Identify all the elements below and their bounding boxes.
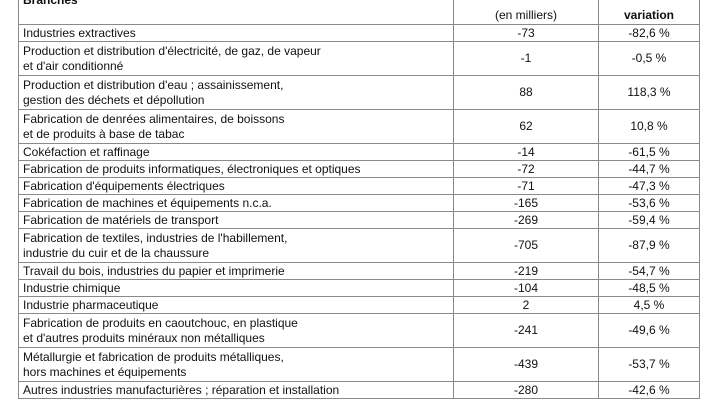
table-row: Industrie pharmaceutique 2 4,5 % (18, 296, 700, 314)
variation-cell: -48,5 % (598, 279, 700, 297)
change-cell: -165 (453, 194, 599, 212)
variation-cell: -49,6 % (598, 313, 700, 348)
branch-line: et d'autres produits minéraux non métall… (23, 330, 265, 345)
branch-line: Fabrication de textiles, industries de l… (23, 230, 288, 245)
variation-cell: -54,7 % (598, 262, 700, 280)
table-body: Industries extractives -73 -82,6 % Producti… (18, 24, 700, 399)
variation-cell: -87,9 % (598, 228, 700, 263)
table-row: Métallurgie et fabrication de produits m… (18, 347, 700, 382)
branch-cell: Fabrication de produits informatiques, é… (18, 160, 454, 178)
branch-line: Production et distribution d'électricité… (23, 43, 321, 58)
change-cell: 88 (453, 75, 599, 110)
table-row: Production et distribution d'eau ; assai… (18, 75, 700, 110)
variation-cell: -82,6 % (598, 24, 700, 42)
variation-cell: -42,6 % (598, 381, 700, 399)
variation-cell: -61,5 % (598, 143, 700, 161)
branch-cell: Fabrication de matériels de transport (18, 211, 454, 229)
change-cell: -1 (453, 41, 599, 76)
variation-cell: 118,3 % (598, 75, 700, 110)
variation-cell: 10,8 % (598, 109, 700, 144)
table-row: Fabrication de produits en caoutchouc, e… (18, 313, 700, 348)
change-cell: -280 (453, 381, 599, 399)
branch-cell: Travail du bois, industries du papier et… (18, 262, 454, 280)
branch-cell: Fabrication de textiles, industries de l… (18, 228, 454, 263)
table-row: Fabrication de denrées alimentaires, de … (18, 109, 700, 144)
branch-line: hors machines et équipements (23, 364, 187, 379)
change-cell: -219 (453, 262, 599, 280)
branch-cell: Autres industries manufacturières ; répa… (18, 381, 454, 399)
branch-cell: Fabrication de produits en caoutchouc, e… (18, 313, 454, 348)
branch-line: Industrie chimique (23, 280, 121, 295)
branch-cell: Production et distribution d'électricité… (18, 41, 454, 76)
table-row: Fabrication de produits informatiques, é… (18, 160, 700, 178)
table-row: Autres industries manufacturières ; répa… (18, 381, 700, 399)
branch-line: Fabrication de machines et équipements n… (23, 195, 272, 210)
branch-line: et de produits à base de tabac (23, 126, 185, 141)
branch-line: Fabrication de produits informatiques, é… (23, 161, 361, 176)
table-row: Fabrication de textiles, industries de l… (18, 228, 700, 263)
change-cell: -439 (453, 347, 599, 382)
variation-cell: 4,5 % (598, 296, 700, 314)
table-row: Industries extractives -73 -82,6 % (18, 24, 700, 42)
change-cell: -104 (453, 279, 599, 297)
change-cell: -73 (453, 24, 599, 42)
variation-cell: -44,7 % (598, 160, 700, 178)
branch-line: Autres industries manufacturières ; répa… (23, 382, 340, 397)
variation-cell: -53,7 % (598, 347, 700, 382)
branch-cell: Fabrication de machines et équipements n… (18, 194, 454, 212)
branch-cell: Fabrication de denrées alimentaires, de … (18, 109, 454, 144)
table-row: Fabrication de machines et équipements n… (18, 194, 700, 212)
branch-line: et d'air conditionné (23, 58, 124, 73)
branch-cell: Métallurgie et fabrication de produits m… (18, 347, 454, 382)
header-cell: variation (598, 0, 700, 25)
branch-line: Industrie pharmaceutique (23, 297, 159, 312)
branch-line: Métallurgie et fabrication de produits m… (23, 349, 284, 364)
change-cell: 62 (453, 109, 599, 144)
branch-cell: Industries extractives (18, 24, 454, 42)
table-row: Industrie chimique -104 -48,5 % (18, 279, 700, 297)
change-cell: -241 (453, 313, 599, 348)
branch-line: industrie du cuir et de la chaussure (23, 245, 210, 260)
branch-line: gestion des déchets et dépollution (23, 92, 205, 107)
variation-cell: -0,5 % (598, 41, 700, 76)
header-cell: (en milliers) (453, 0, 599, 25)
variation-cell: -47,3 % (598, 177, 700, 195)
branch-line: Fabrication d'équipements électriques (23, 178, 225, 193)
header-row: Branches (en milliers) variation (18, 0, 700, 25)
change-cell: 2 (453, 296, 599, 314)
change-cell: -269 (453, 211, 599, 229)
variation-cell: -53,6 % (598, 194, 700, 212)
branch-line: Industries extractives (23, 25, 136, 40)
table-row: Fabrication d'équipements électriques -71… (18, 177, 700, 195)
branch-line: Production et distribution d'eau ; assai… (23, 77, 284, 92)
branch-cell: Cokéfaction et raffinage (18, 143, 454, 161)
branch-line: Fabrication de matériels de transport (23, 212, 219, 227)
branch-line: Fabrication de denrées alimentaires, de … (23, 111, 285, 126)
change-cell: -72 (453, 160, 599, 178)
variation-cell: -59,4 % (598, 211, 700, 229)
branch-line: Fabrication de produits en caoutchouc, e… (23, 315, 298, 330)
branch-line: Travail du bois, industries du papier et… (23, 263, 285, 278)
branch-cell: Production et distribution d'eau ; assai… (18, 75, 454, 110)
table-row: Fabrication de matériels de transport -26… (18, 211, 700, 229)
branch-cell: Industrie chimique (18, 279, 454, 297)
table-row: Travail du bois, industries du papier et… (18, 262, 700, 280)
data-table: Branches (en milliers) variation Industr… (18, 0, 700, 399)
header-cell: Branches (18, 0, 454, 25)
branch-cell: Fabrication d'équipements électriques (18, 177, 454, 195)
change-cell: -71 (453, 177, 599, 195)
table-row: Production et distribution d'électricité… (18, 41, 700, 76)
branch-line: Cokéfaction et raffinage (23, 144, 150, 159)
table-row: Cokéfaction et raffinage -14 -61,5 % (18, 143, 700, 161)
change-cell: -14 (453, 143, 599, 161)
branch-cell: Industrie pharmaceutique (18, 296, 454, 314)
change-cell: -705 (453, 228, 599, 263)
